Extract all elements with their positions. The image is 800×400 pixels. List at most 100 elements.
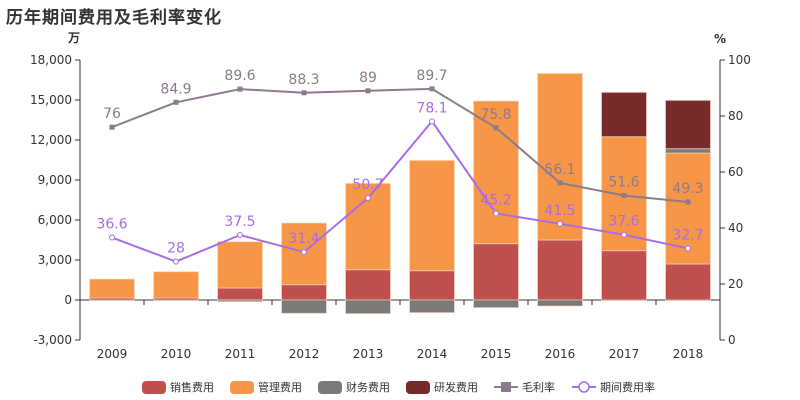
x-tick-label: 2013: [353, 347, 384, 361]
data-label-期间费用率: 28: [167, 241, 185, 257]
bar-管理费用-2015: [473, 100, 519, 245]
marker-期间费用率: [685, 245, 691, 252]
chart-title: 历年期间费用及毛利率变化: [6, 8, 222, 28]
legend-marker: [501, 382, 511, 392]
bar-研发费用-2017: [601, 91, 647, 138]
right-axis-unit: %: [714, 32, 726, 46]
legend-label: 财务费用: [346, 380, 390, 394]
marker-期间费用率: [621, 231, 627, 238]
left-tick-label: 6,000: [38, 213, 72, 227]
bar-管理费用-2016: [537, 72, 583, 241]
right-tick-label: 80: [728, 109, 743, 123]
bar-销售费用-2013: [345, 269, 391, 301]
marker-毛利率: [365, 88, 371, 94]
data-label-毛利率: 51.6: [608, 175, 639, 191]
marker-毛利率: [493, 125, 499, 131]
marker-期间费用率: [493, 210, 499, 217]
bar-财务费用-2011: [217, 299, 263, 303]
data-label-毛利率: 76: [103, 106, 121, 122]
bar-销售费用-2012: [281, 284, 327, 301]
legend-swatch: [318, 381, 342, 394]
marker-毛利率: [557, 180, 563, 186]
marker-期间费用率: [429, 118, 435, 125]
left-axis-unit: 万: [67, 31, 80, 45]
data-label-毛利率: 89.6: [224, 68, 255, 84]
bar-销售费用-2015: [473, 243, 519, 301]
marker-毛利率: [173, 99, 179, 105]
x-tick-label: 2012: [289, 347, 320, 361]
x-tick-label: 2017: [609, 347, 640, 361]
bar-研发费用-2018: [665, 99, 711, 150]
right-tick-label: 20: [728, 277, 743, 291]
data-label-期间费用率: 32.7: [672, 227, 703, 243]
right-tick-label: 60: [728, 165, 743, 179]
data-label-毛利率: 56.1: [544, 162, 575, 178]
marker-毛利率: [685, 199, 691, 205]
marker-期间费用率: [237, 232, 243, 238]
data-label-期间费用率: 31.4: [288, 231, 319, 247]
left-tick-label: 12,000: [30, 133, 72, 147]
bar-财务费用-2018: [665, 148, 711, 154]
legend-label: 管理费用: [258, 380, 302, 394]
left-tick-label: -3,000: [33, 333, 72, 347]
bar-管理费用-2013: [345, 182, 391, 271]
bar-管理费用-2010: [153, 271, 199, 299]
legend-label: 研发费用: [434, 380, 478, 394]
legend-swatch: [142, 381, 166, 394]
marker-期间费用率: [365, 195, 371, 202]
right-tick-label: 40: [728, 221, 743, 235]
bar-销售费用-2018: [665, 263, 711, 301]
data-label-毛利率: 88.3: [288, 72, 319, 88]
x-tick-label: 2010: [161, 347, 192, 361]
data-label-毛利率: 75.8: [480, 107, 511, 123]
bar-财务费用-2013: [345, 299, 391, 315]
data-label-期间费用率: 37.6: [608, 214, 639, 230]
data-label-期间费用率: 50.7: [352, 177, 383, 193]
bar-财务费用-2014: [409, 299, 455, 314]
data-label-期间费用率: 78.1: [416, 100, 447, 116]
data-label-毛利率: 49.3: [672, 181, 703, 197]
legend-swatch: [406, 381, 430, 394]
data-label-毛利率: 84.9: [160, 81, 191, 97]
bar-管理费用-2011: [217, 241, 263, 289]
bar-财务费用-2015: [473, 299, 519, 309]
x-tick-label: 2011: [225, 347, 256, 361]
marker-期间费用率: [301, 249, 307, 256]
marker-期间费用率: [109, 234, 115, 241]
left-tick-label: 18,000: [30, 53, 72, 67]
x-tick-label: 2014: [417, 347, 448, 361]
bar-财务费用-2012: [281, 299, 327, 314]
bar-销售费用-2014: [409, 270, 455, 301]
marker-毛利率: [301, 90, 307, 96]
left-tick-label: 0: [64, 293, 72, 307]
data-label-期间费用率: 37.5: [224, 214, 255, 230]
bar-销售费用-2016: [537, 239, 583, 301]
bar-管理费用-2014: [409, 159, 455, 272]
marker-毛利率: [237, 86, 243, 92]
x-tick-label: 2018: [673, 347, 704, 361]
marker-毛利率: [429, 86, 435, 92]
marker-期间费用率: [557, 220, 563, 227]
x-tick-label: 2015: [481, 347, 512, 361]
legend-label: 毛利率: [522, 380, 555, 394]
legend-label: 期间费用率: [600, 380, 655, 394]
bar-销售费用-2011: [217, 287, 263, 301]
left-tick-label: 9,000: [38, 173, 72, 187]
left-tick-label: 15,000: [30, 93, 72, 107]
x-tick-label: 2016: [545, 347, 576, 361]
x-tick-label: 2009: [97, 347, 128, 361]
line-期间费用率: [111, 119, 689, 263]
marker-毛利率: [109, 124, 115, 130]
bar-管理费用-2009: [89, 278, 135, 299]
bar-财务费用-2016: [537, 299, 583, 307]
line-毛利率: [111, 87, 689, 203]
marker-期间费用率: [173, 258, 179, 265]
data-label-期间费用率: 45.2: [480, 192, 511, 208]
left-tick-label: 3,000: [38, 253, 72, 267]
data-label-期间费用率: 41.5: [544, 203, 575, 219]
legend-marker: [578, 381, 590, 393]
bar-销售费用-2017: [601, 250, 647, 301]
data-label-期间费用率: 36.6: [96, 217, 127, 233]
marker-毛利率: [621, 193, 627, 199]
